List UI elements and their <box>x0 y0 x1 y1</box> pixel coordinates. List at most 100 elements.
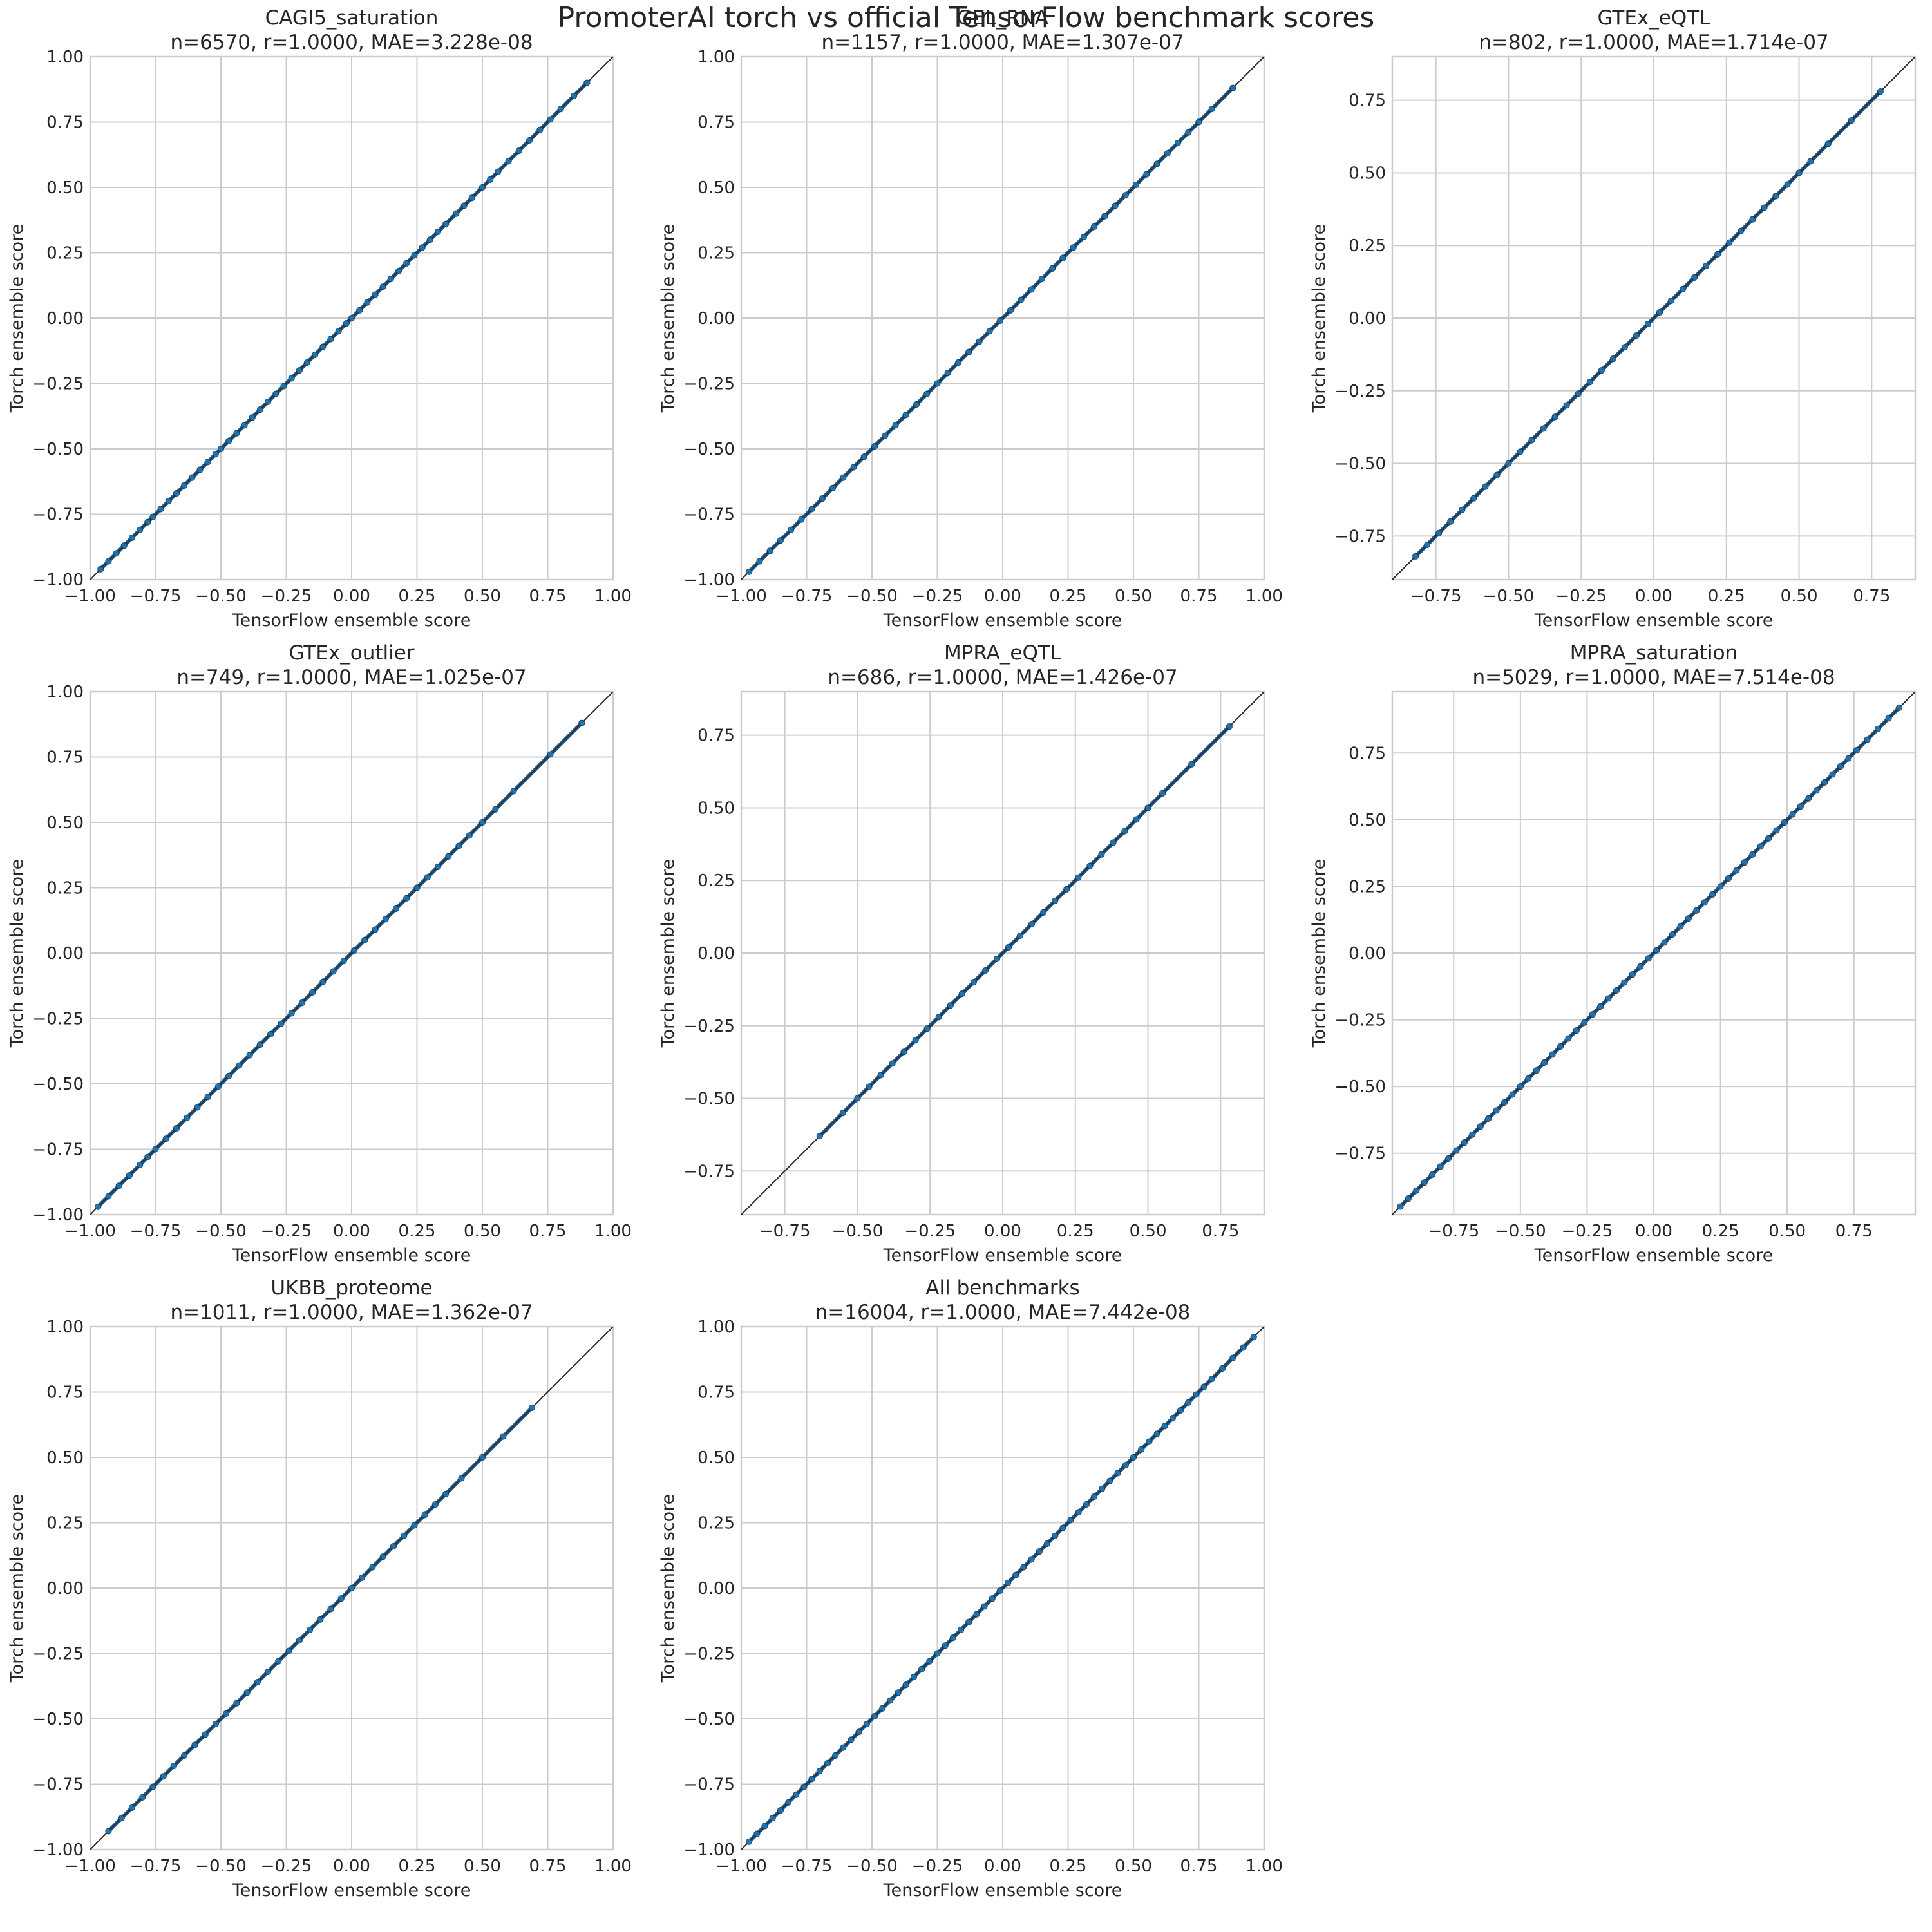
data-point <box>1413 1187 1420 1194</box>
data-point <box>152 1146 159 1153</box>
data-point <box>1725 875 1732 882</box>
data-point <box>500 1433 507 1440</box>
data-point <box>1121 828 1128 835</box>
data-point <box>434 863 442 871</box>
x-tick-label: −0.50 <box>1483 587 1535 606</box>
y-tick-label: −1.00 <box>32 1206 84 1225</box>
axes-frame <box>1391 55 1917 581</box>
y-tick-label: 0.00 <box>46 1579 84 1598</box>
y-tick-label: −0.50 <box>1334 455 1386 474</box>
x-axis-label: TensorFlow ensemble score <box>1534 1245 1774 1265</box>
data-point <box>1517 448 1524 455</box>
data-point <box>184 1114 191 1121</box>
data-point <box>840 1744 847 1751</box>
data-point <box>160 1773 167 1780</box>
data-point <box>1007 307 1014 314</box>
data-point <box>1437 1163 1444 1170</box>
data-point <box>1177 1406 1184 1414</box>
x-tick-label: −1.00 <box>64 1857 116 1876</box>
data-point <box>1185 129 1192 136</box>
data-point <box>871 442 878 450</box>
data-point <box>1459 506 1466 513</box>
data-point <box>510 788 517 795</box>
x-tick-label: 0.75 <box>1835 1222 1873 1241</box>
data-point <box>149 513 156 520</box>
x-tick-label: 0.00 <box>984 1222 1021 1241</box>
y-tick-label: −0.25 <box>683 1645 735 1664</box>
data-point <box>1143 171 1150 178</box>
data-point <box>340 958 347 965</box>
data-point <box>1159 790 1166 797</box>
data-point <box>343 320 350 327</box>
y-tick-label: −0.50 <box>683 1090 735 1109</box>
data-point <box>118 1815 125 1822</box>
x-tick-label: 0.50 <box>1768 1222 1806 1241</box>
x-tick-label: 0.25 <box>1050 1857 1087 1876</box>
y-tick-label: 0.00 <box>46 944 84 963</box>
data-point <box>1807 158 1814 165</box>
data-point <box>1208 1376 1215 1383</box>
data-point <box>1493 471 1501 478</box>
data-point <box>1052 897 1059 904</box>
data-point <box>913 401 920 408</box>
data-point <box>460 202 468 209</box>
data-point <box>866 1083 873 1090</box>
x-tick-label: 0.25 <box>399 587 436 606</box>
data-point <box>981 1603 988 1610</box>
data-point <box>1005 943 1012 951</box>
data-point <box>225 1072 232 1079</box>
data-point <box>918 1665 925 1672</box>
y-tick-label: 0.00 <box>46 309 84 328</box>
data-point <box>1714 251 1721 258</box>
y-tick-label: −0.75 <box>683 1162 735 1181</box>
data-point <box>120 542 128 549</box>
data-point <box>578 719 585 726</box>
data-point <box>1781 819 1788 826</box>
data-point <box>264 398 272 406</box>
data-point <box>1761 204 1768 211</box>
data-point <box>860 453 867 460</box>
data-point <box>105 558 112 565</box>
x-tick-label: 0.50 <box>1130 1222 1167 1241</box>
data-point <box>181 482 188 489</box>
y-axis-label: Torch ensemble score <box>7 224 27 413</box>
data-point <box>1540 425 1547 432</box>
x-tick-label: 0.00 <box>984 587 1021 606</box>
data-point <box>840 474 847 481</box>
data-point <box>379 283 386 290</box>
data-point <box>1470 495 1477 502</box>
data-point <box>570 92 578 99</box>
data-point <box>196 466 204 473</box>
data-point <box>947 1002 954 1009</box>
y-tick-label: 0.25 <box>1349 236 1386 256</box>
data-point <box>173 489 180 497</box>
y-tick-label: 0.00 <box>697 944 735 963</box>
data-point <box>1741 859 1748 866</box>
data-point <box>298 999 305 1007</box>
data-point <box>1098 851 1105 858</box>
data-point <box>337 1595 345 1602</box>
y-tick-label: −1.00 <box>683 1841 735 1860</box>
data-point <box>1609 355 1616 363</box>
data-point <box>970 979 977 986</box>
data-point <box>1059 254 1066 261</box>
data-point <box>1110 839 1117 846</box>
panel-title: MPRA_saturation <box>1570 641 1738 665</box>
data-point <box>214 1083 222 1090</box>
data-point <box>149 1783 156 1790</box>
data-point <box>1829 771 1836 778</box>
x-tick-label: 0.50 <box>1781 587 1818 606</box>
y-tick-label: 0.50 <box>1349 811 1386 830</box>
x-tick-label: 0.00 <box>984 1857 1021 1876</box>
data-point <box>1738 227 1745 234</box>
x-tick-label: 0.25 <box>1708 587 1745 606</box>
data-point <box>403 895 410 902</box>
y-tick-label: 0.50 <box>697 799 735 818</box>
data-point <box>1757 843 1764 850</box>
y-tick-label: −0.25 <box>1334 1011 1386 1030</box>
data-point <box>777 1807 784 1814</box>
y-tick-label: 0.25 <box>46 244 84 263</box>
x-tick-label: −1.00 <box>64 587 116 606</box>
data-point <box>1133 816 1140 823</box>
data-point <box>1845 755 1852 762</box>
